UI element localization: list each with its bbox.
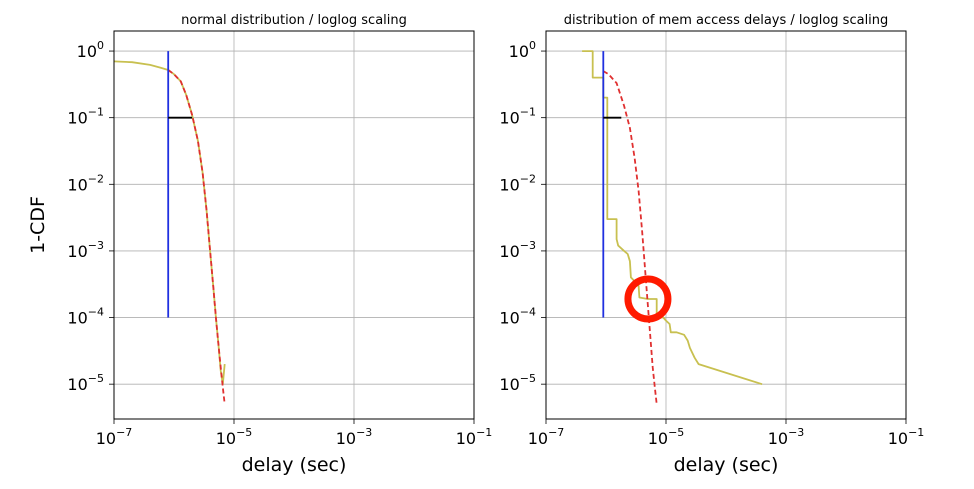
tick-exponent: −1 bbox=[908, 426, 924, 439]
x-tick-label: 10−5 bbox=[216, 426, 253, 448]
tick-exponent: 0 bbox=[97, 39, 104, 52]
tick-base: 10 bbox=[96, 429, 116, 448]
y-tick-label: 10−3 bbox=[499, 239, 536, 261]
y-tick-label: 100 bbox=[509, 39, 536, 61]
tick-exponent: −5 bbox=[88, 372, 104, 385]
tick-base: 10 bbox=[67, 175, 87, 194]
tick-base: 10 bbox=[499, 109, 519, 128]
tick-base: 10 bbox=[499, 375, 519, 394]
tick-base: 10 bbox=[67, 242, 87, 261]
y-tick-label: 10−2 bbox=[67, 172, 104, 194]
tick-exponent: −4 bbox=[88, 306, 104, 319]
tick-base: 10 bbox=[648, 429, 668, 448]
tick-exponent: −7 bbox=[548, 426, 564, 439]
tick-exponent: −4 bbox=[520, 306, 536, 319]
plot-frame bbox=[545, 30, 907, 420]
tick-base: 10 bbox=[888, 429, 908, 448]
x-tick-label: 10−7 bbox=[528, 426, 565, 448]
y-tick-label: 10−4 bbox=[67, 306, 104, 328]
chart-title: distribution of mem access delays / logl… bbox=[564, 13, 889, 28]
tick-exponent: 0 bbox=[529, 39, 536, 52]
y-tick-label: 10−1 bbox=[67, 106, 104, 128]
annotation-circle bbox=[624, 275, 672, 323]
y-tick-label: 10−3 bbox=[67, 239, 104, 261]
x-tick-label: 10−3 bbox=[768, 426, 805, 448]
tick-exponent: −3 bbox=[88, 239, 104, 252]
x-tick-label: 10−7 bbox=[96, 426, 133, 448]
tick-base: 10 bbox=[528, 429, 548, 448]
x-axis-label: delay (sec) bbox=[242, 454, 347, 476]
tick-exponent: −1 bbox=[520, 106, 536, 119]
series-line-1 bbox=[167, 69, 226, 405]
tick-exponent: −3 bbox=[356, 426, 372, 439]
tick-exponent: −1 bbox=[88, 106, 104, 119]
y-tick-label: 10−4 bbox=[499, 306, 536, 328]
tick-exponent: −5 bbox=[236, 426, 252, 439]
series-line-0 bbox=[582, 50, 763, 386]
tick-exponent: −5 bbox=[668, 426, 684, 439]
tick-exponent: −3 bbox=[520, 239, 536, 252]
y-axis-label: 1-CDF bbox=[27, 196, 49, 254]
tick-base: 10 bbox=[67, 109, 87, 128]
y-tick-label: 100 bbox=[77, 39, 104, 61]
tick-base: 10 bbox=[456, 429, 476, 448]
x-tick-label: 10−1 bbox=[456, 426, 493, 448]
tick-exponent: −2 bbox=[520, 172, 536, 185]
x-tick-label: 10−3 bbox=[336, 426, 373, 448]
tick-base: 10 bbox=[499, 175, 519, 194]
tick-base: 10 bbox=[67, 309, 87, 328]
tick-exponent: −7 bbox=[116, 426, 132, 439]
y-tick-label: 10−2 bbox=[499, 172, 536, 194]
tick-exponent: −5 bbox=[520, 372, 536, 385]
tick-base: 10 bbox=[509, 42, 529, 61]
tick-base: 10 bbox=[499, 242, 519, 261]
series-line-1 bbox=[602, 70, 658, 405]
tick-exponent: −1 bbox=[476, 426, 492, 439]
y-tick-label: 10−5 bbox=[67, 372, 104, 394]
y-tick-label: 10−5 bbox=[499, 372, 536, 394]
tick-base: 10 bbox=[67, 375, 87, 394]
x-tick-label: 10−1 bbox=[888, 426, 925, 448]
tick-base: 10 bbox=[768, 429, 788, 448]
tick-exponent: −2 bbox=[88, 172, 104, 185]
axes-left-normal-distribution: 10−7 10−5 10−3 10−110010−110−210−310−410−5n… bbox=[27, 13, 492, 476]
plot-frame bbox=[113, 30, 475, 420]
x-axis-label: delay (sec) bbox=[674, 454, 779, 476]
tick-base: 10 bbox=[77, 42, 97, 61]
tick-exponent: −3 bbox=[788, 426, 804, 439]
axes-right-mem-access-delays: 10−7 10−5 10−3 10−110010−110−210−310−410−5d… bbox=[499, 13, 924, 476]
chart-title: normal distribution / loglog scaling bbox=[181, 13, 407, 28]
tick-base: 10 bbox=[336, 429, 356, 448]
x-tick-label: 10−5 bbox=[648, 426, 685, 448]
y-tick-label: 10−1 bbox=[499, 106, 536, 128]
tick-base: 10 bbox=[216, 429, 236, 448]
tick-base: 10 bbox=[499, 309, 519, 328]
